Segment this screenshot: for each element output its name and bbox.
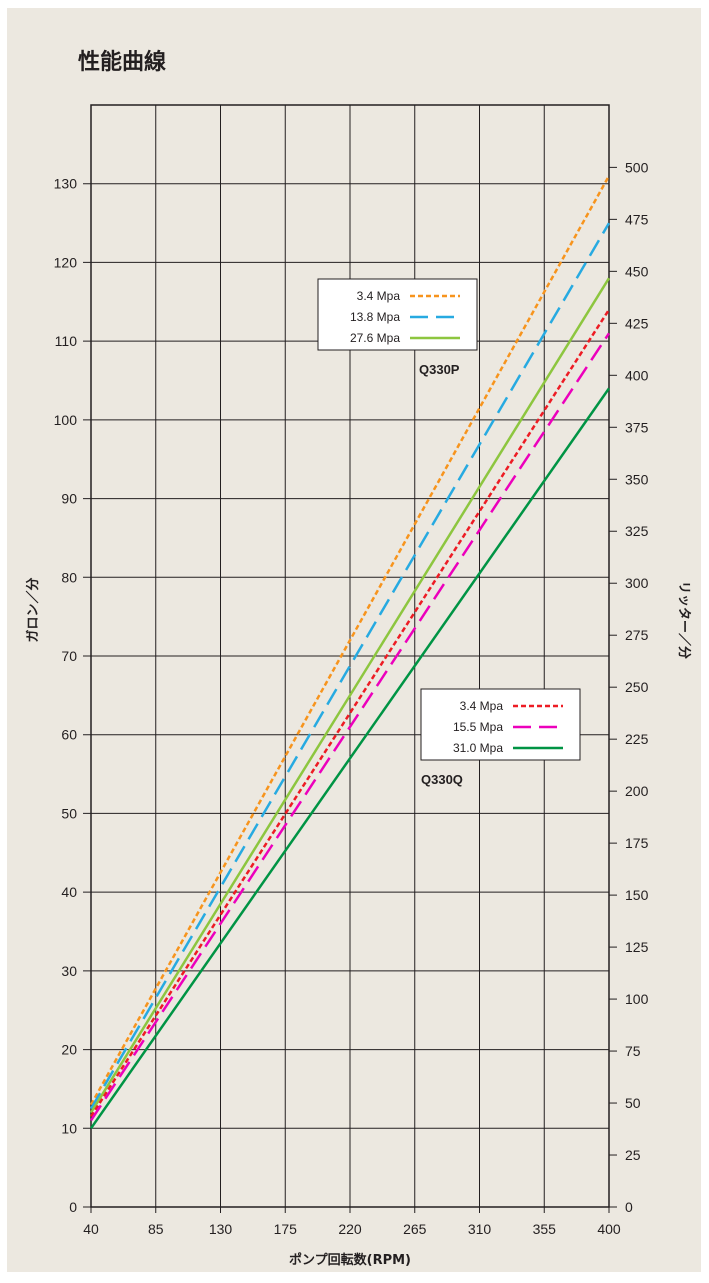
x-tick-label: 220 bbox=[338, 1221, 362, 1237]
y2-tick-label: 175 bbox=[625, 835, 649, 851]
series-line bbox=[89, 175, 611, 1106]
y-tick-label: 50 bbox=[61, 805, 77, 821]
x-tick-label: 400 bbox=[597, 1221, 621, 1237]
series-line bbox=[89, 332, 611, 1122]
y2-tick-label: 225 bbox=[625, 731, 649, 747]
y-tick-label: 70 bbox=[61, 648, 77, 664]
page-title: 性能曲線 bbox=[78, 50, 167, 75]
y2-tick-label: 0 bbox=[625, 1199, 633, 1215]
y2-tick-label: 500 bbox=[625, 159, 649, 175]
y2-tick-label: 325 bbox=[625, 523, 649, 539]
y2-tick-label: 475 bbox=[625, 211, 649, 227]
y-tick-label: 30 bbox=[61, 963, 77, 979]
y-tick-label: 0 bbox=[69, 1199, 77, 1215]
y-tick-label: 130 bbox=[54, 176, 78, 192]
model-label: Q330P bbox=[419, 362, 460, 377]
x-tick-label: 130 bbox=[209, 1221, 233, 1237]
y2-tick-label: 350 bbox=[625, 471, 649, 487]
y2-tick-label: 25 bbox=[625, 1147, 641, 1163]
legend-label: 15.5 Mpa bbox=[453, 720, 503, 734]
y2-tick-label: 450 bbox=[625, 263, 649, 279]
y2-tick-label: 300 bbox=[625, 575, 649, 591]
y2-tick-label: 125 bbox=[625, 939, 649, 955]
x-tick-label: 310 bbox=[468, 1221, 492, 1237]
y2-axis-label: リッター／分 bbox=[676, 581, 692, 659]
legend-label: 13.8 Mpa bbox=[350, 310, 400, 324]
y2-tick-label: 75 bbox=[625, 1043, 641, 1059]
y-tick-label: 20 bbox=[61, 1042, 77, 1058]
tick-labels: 40 85 130 175 220 265 310 355 400010203040506070… bbox=[54, 159, 649, 1237]
legend-label: 27.6 Mpa bbox=[350, 331, 400, 345]
y-tick-label: 80 bbox=[61, 569, 77, 585]
x-axis-label: ポンプ回転数(RPM) bbox=[289, 1252, 411, 1268]
series-lines bbox=[89, 175, 611, 1130]
y-tick-label: 60 bbox=[61, 727, 77, 743]
x-tick-label: 355 bbox=[533, 1221, 557, 1237]
y2-tick-label: 275 bbox=[625, 627, 649, 643]
y-tick-label: 10 bbox=[61, 1120, 77, 1136]
legends: 3.4 Mpa 13.8 Mpa 27.6 Mpa Q330P 3.4 Mpa 15.5 … bbox=[317, 278, 581, 787]
y2-tick-label: 400 bbox=[625, 367, 649, 383]
y-tick-label: 100 bbox=[54, 412, 78, 428]
y2-tick-label: 100 bbox=[625, 991, 649, 1007]
y-tick-label: 90 bbox=[61, 491, 77, 507]
series-line bbox=[89, 387, 611, 1130]
y2-tick-label: 50 bbox=[625, 1095, 641, 1111]
x-tick-label: 85 bbox=[148, 1221, 164, 1237]
y2-tick-label: 375 bbox=[625, 419, 649, 435]
legend-label: 31.0 Mpa bbox=[453, 741, 503, 755]
y-tick-label: 40 bbox=[61, 884, 77, 900]
y-tick-label: 120 bbox=[54, 254, 78, 270]
y2-tick-label: 200 bbox=[625, 783, 649, 799]
y-tick-label: 110 bbox=[55, 333, 78, 349]
legend-label: 3.4 Mpa bbox=[357, 289, 401, 303]
y-axis-label: ガロン／分 bbox=[25, 577, 41, 642]
series-line bbox=[89, 277, 611, 1114]
y2-tick-label: 150 bbox=[625, 887, 649, 903]
model-label: Q330Q bbox=[421, 772, 463, 787]
y2-tick-label: 425 bbox=[625, 315, 649, 331]
x-tick-label: 265 bbox=[403, 1221, 427, 1237]
legend-label: 3.4 Mpa bbox=[460, 699, 504, 713]
series-line bbox=[89, 222, 611, 1110]
x-tick-label: 175 bbox=[274, 1221, 298, 1237]
x-tick-label: 40 bbox=[83, 1221, 99, 1237]
y2-tick-label: 250 bbox=[625, 679, 649, 695]
